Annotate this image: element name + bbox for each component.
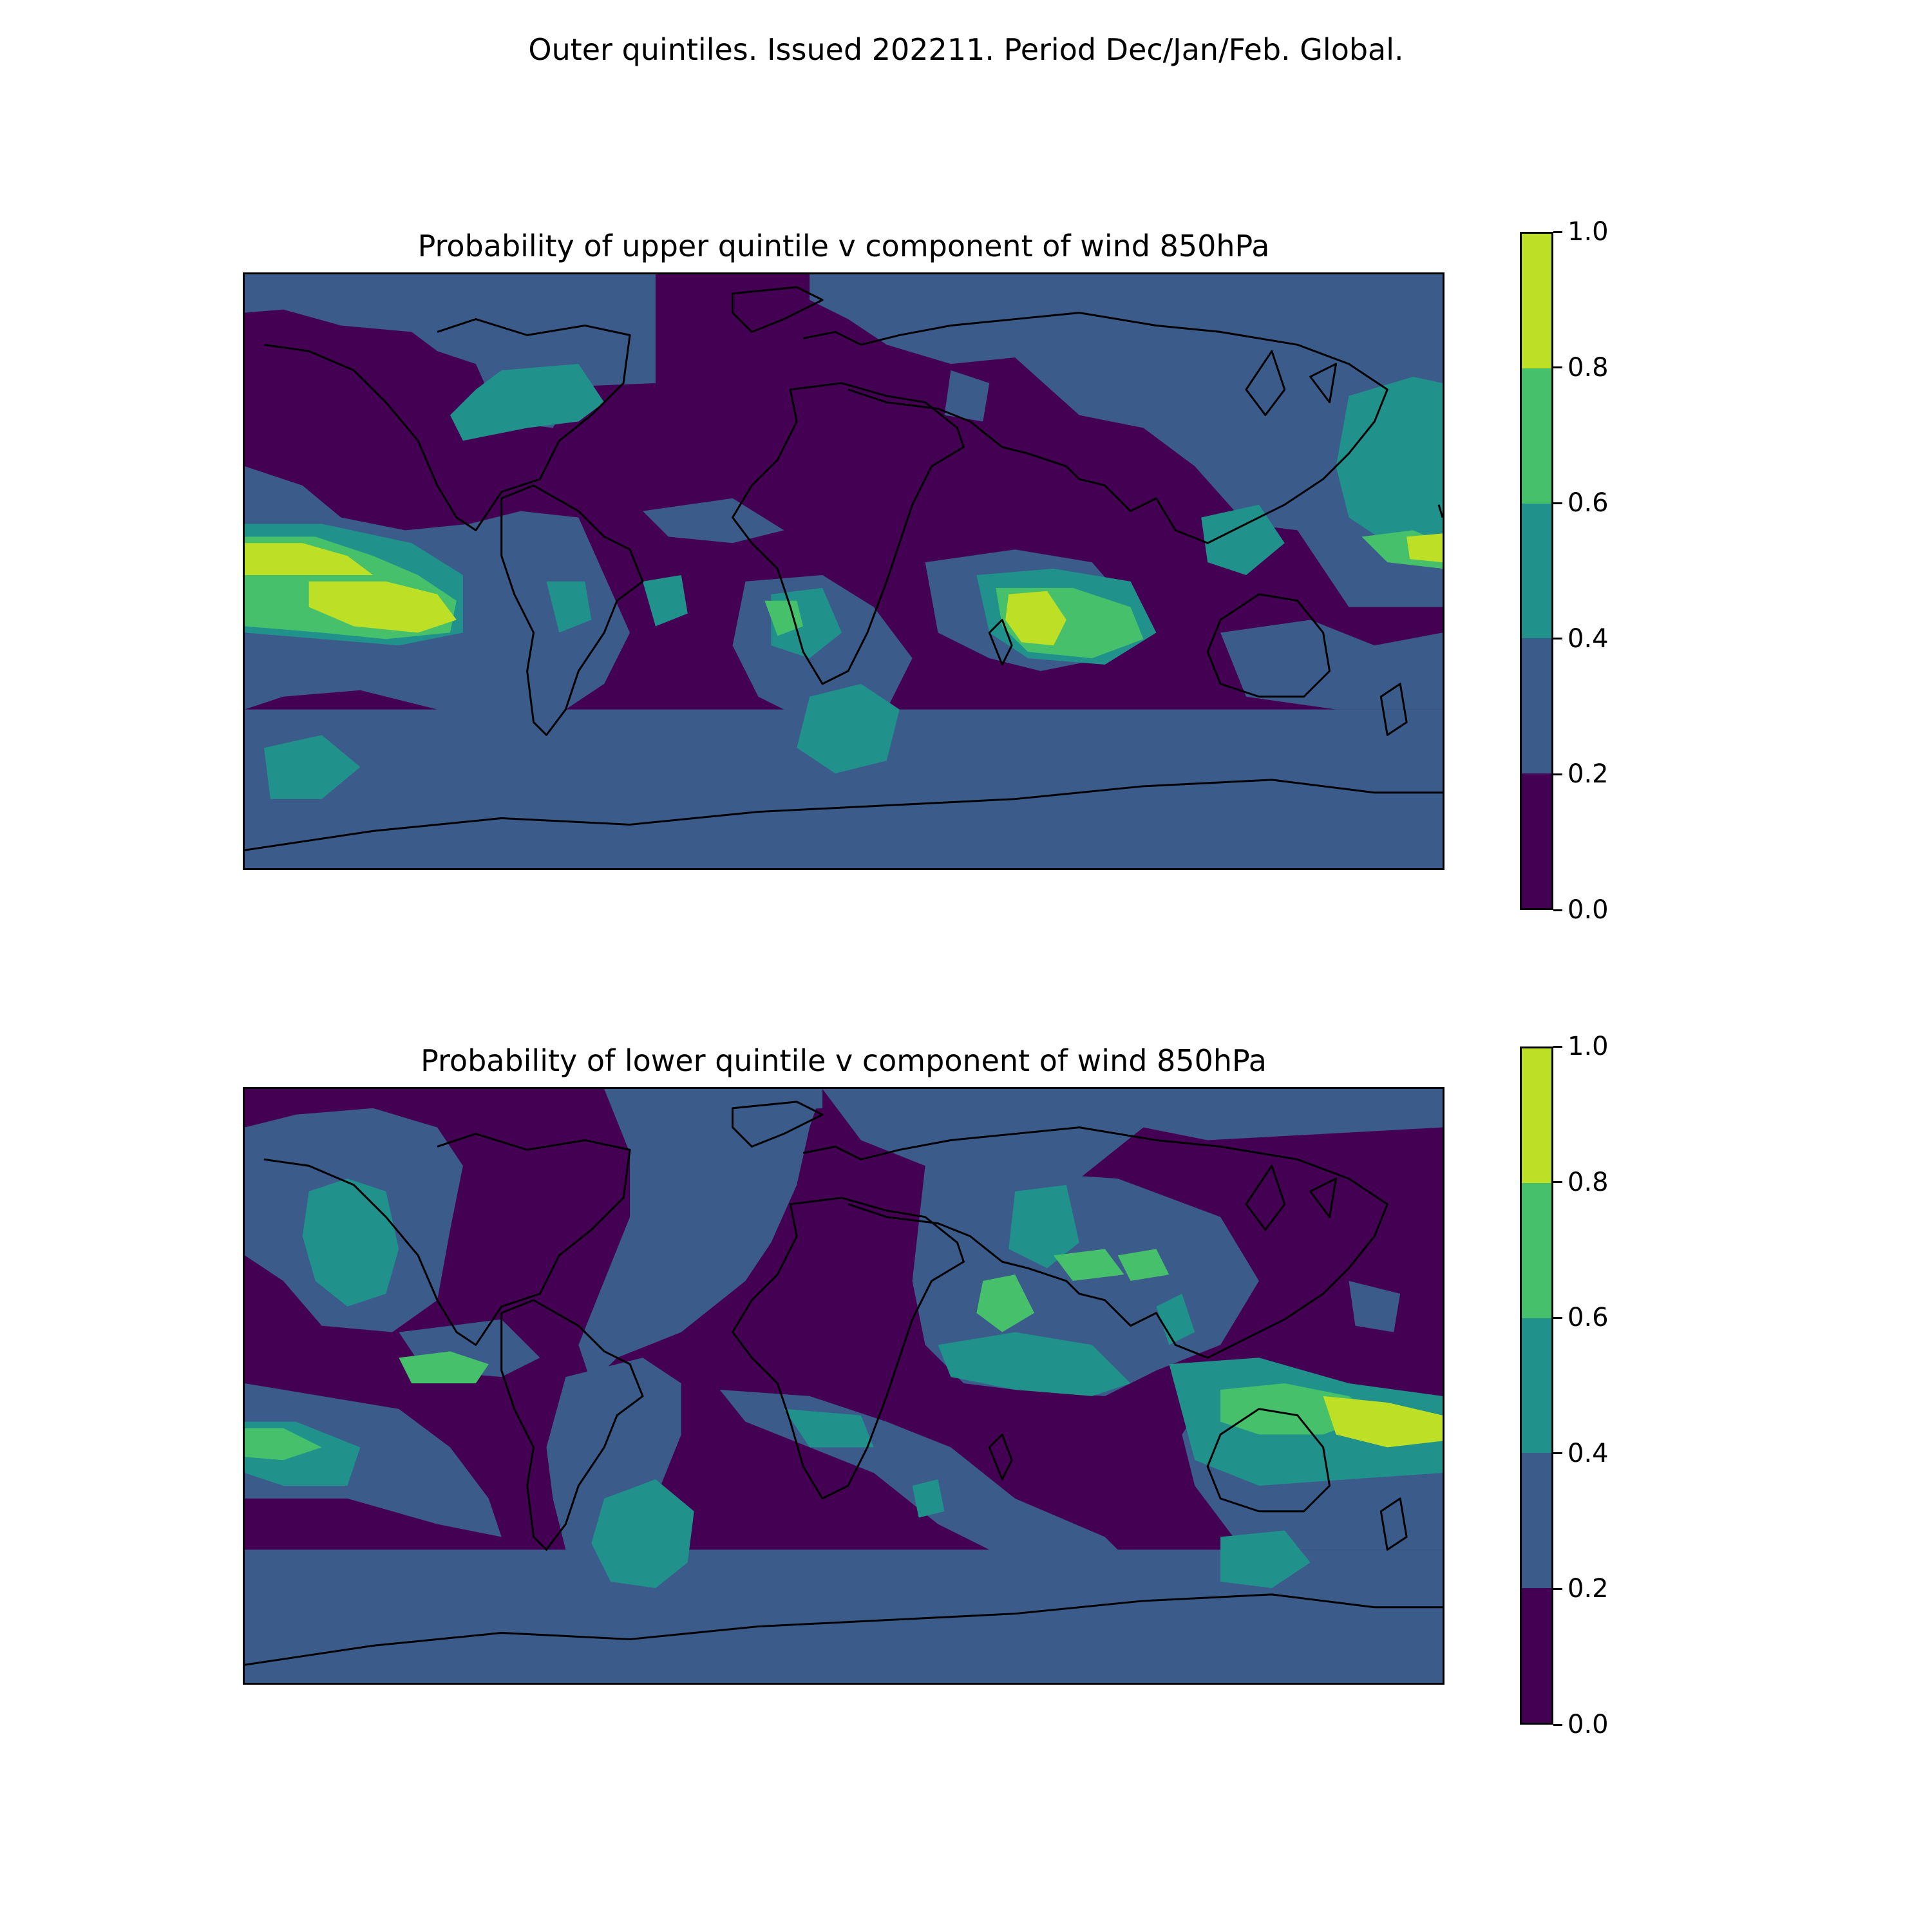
colorbar-tick-label: 0.8 (1567, 1167, 1609, 1197)
prob-band-0.4-0.6 (245, 1179, 1443, 1588)
map-upper-quintile (243, 272, 1444, 870)
colorbar-tick-label: 0.8 (1567, 352, 1609, 383)
colorbar-segment (1522, 1318, 1551, 1454)
prob-band-0.2-0.4 (245, 274, 1443, 868)
colorbar-tick-label: 0.6 (1567, 488, 1609, 518)
colorbar-segment (1522, 503, 1551, 639)
colorbar-segment (1522, 1048, 1551, 1184)
colorbar-tick-label: 0.2 (1567, 1574, 1609, 1604)
colorbar-tick-label: 0.2 (1567, 759, 1609, 790)
prob-band-0.6-0.8 (245, 1249, 1375, 1461)
colorbar-tick-label: 0.0 (1567, 895, 1609, 925)
map-lower-svg (245, 1089, 1443, 1683)
map-lower-quintile (243, 1087, 1444, 1685)
figure-title: Outer quintiles. Issued 202211. Period D… (528, 32, 1404, 67)
colorbar-tick-label: 0.6 (1567, 1303, 1609, 1333)
colorbar-tick-label: 0.4 (1567, 623, 1609, 654)
colorbar-segment (1522, 638, 1551, 773)
colorbar-lower (1520, 1046, 1553, 1725)
colorbar-tick-label: 1.0 (1567, 1032, 1609, 1061)
coastlines (245, 286, 1443, 851)
panel-title-lower: Probability of lower quintile v componen… (421, 1043, 1267, 1078)
colorbar-segment (1522, 1183, 1551, 1318)
colorbar-segment (1522, 773, 1551, 909)
colorbar-segment (1522, 1453, 1551, 1588)
colorbar-tick-label: 1.0 (1567, 217, 1609, 247)
colorbar-upper (1520, 232, 1553, 910)
colorbar-segment (1522, 368, 1551, 504)
panel-title-upper: Probability of upper quintile v componen… (417, 229, 1270, 263)
prob-band-0.8-1.0 (245, 533, 1443, 646)
colorbar-segment (1522, 1587, 1551, 1723)
coastlines (245, 1101, 1443, 1666)
colorbar-tick-label: 0.0 (1567, 1710, 1609, 1739)
colorbar-segment (1522, 234, 1551, 369)
prob-band-0.8-1.0 (1323, 1396, 1443, 1448)
colorbar-tick-label: 0.4 (1567, 1438, 1609, 1468)
map-upper-svg (245, 274, 1443, 868)
